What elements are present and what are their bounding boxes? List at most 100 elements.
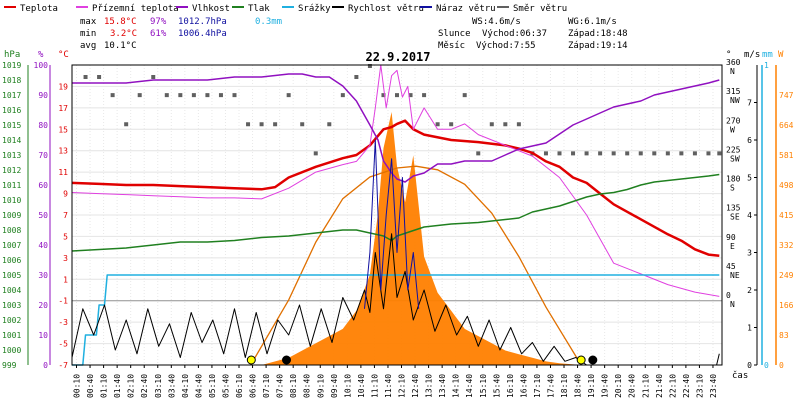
- temperature-tick-label: -1: [58, 297, 68, 306]
- direction-tick-label: N: [730, 300, 735, 309]
- series-line-wind: [71, 233, 720, 366]
- wind-tick-label: 6: [747, 136, 752, 145]
- wind-direction-point: [422, 93, 427, 98]
- moonrise-info: Východ:7:55: [476, 41, 536, 51]
- time-tick-label: 04:10: [181, 374, 190, 398]
- info-block: WS:4.6m/s WG:6.1m/s Slunce Východ:06:37 …: [438, 17, 628, 51]
- sunrise-info: Východ:06:37: [482, 29, 547, 39]
- moon-label: Měsíc: [438, 41, 465, 51]
- time-tick-label: 12:40: [411, 374, 420, 398]
- wind-tick-label: 0: [747, 361, 752, 370]
- pressure-tick-label: 1006: [2, 256, 21, 265]
- pressure-tick-label: 1017: [2, 91, 21, 100]
- time-tick-label: 00:10: [73, 374, 82, 398]
- series-line-wind: [364, 139, 420, 309]
- wind-direction-point: [598, 151, 603, 156]
- series-line-temp: [71, 64, 720, 297]
- solar-layer: [250, 112, 582, 366]
- sunrise-marker: [246, 355, 256, 365]
- solar-tick-label: 581: [779, 151, 794, 160]
- stat-max-rain: 0.3mm: [255, 17, 282, 27]
- solar-tick-label: 332: [779, 241, 794, 250]
- legend-label: Srážky: [298, 4, 331, 14]
- legend-label: Náraz větru: [436, 4, 496, 14]
- time-tick-label: 07:40: [276, 374, 285, 398]
- temperature-tick-label: -7: [58, 361, 68, 370]
- series-line-press: [71, 173, 720, 252]
- stat-min-temp: 3.2°C: [110, 29, 137, 39]
- solar-radiation-area: [261, 112, 582, 365]
- time-tick-label: 00:40: [86, 374, 95, 398]
- solar-tick-label: 747: [779, 91, 794, 100]
- wind-direction-point: [665, 151, 670, 156]
- direction-tick-degree: 225: [726, 145, 741, 154]
- wind-direction-point: [232, 93, 237, 98]
- time-tick-label: 02:10: [127, 374, 136, 398]
- time-tick-label: 02:40: [140, 374, 149, 398]
- humidity-tick-label: 40: [38, 241, 48, 250]
- unit-hum: %: [38, 50, 44, 60]
- humidity-tick-label: 100: [34, 61, 49, 70]
- wind-direction-point: [83, 75, 88, 80]
- wind-gust-info: WG:6.1m/s: [568, 17, 617, 27]
- temperature-tick-label: 19: [58, 82, 68, 91]
- legend: Teplota Přízemní teplota Vlhkost Tlak Srážky…: [4, 4, 567, 14]
- wind-direction-point: [340, 93, 345, 98]
- direction-tick-degree: 270: [726, 116, 741, 125]
- wind-direction-layer: [83, 64, 722, 156]
- legend-label: Tlak: [248, 4, 270, 14]
- humidity-tick-label: 80: [38, 121, 48, 130]
- time-tick-label: 17:10: [533, 374, 542, 398]
- direction-tick-degree: 360: [726, 58, 741, 67]
- legend-label: Rychlost větru: [348, 4, 424, 14]
- stat-avg-label: avg: [80, 41, 96, 51]
- sun-label: Slunce: [438, 29, 471, 39]
- wind-direction-point: [178, 93, 183, 98]
- solar-tick-label: 83: [779, 331, 789, 340]
- humidity-tick-label: 90: [38, 91, 48, 100]
- direction-tick-label: N: [730, 67, 735, 76]
- temperature-tick-label: 15: [58, 125, 68, 134]
- pressure-tick-label: 1004: [2, 286, 21, 295]
- wind-tick-label: 7: [747, 99, 752, 108]
- pressure-tick-label: 1018: [2, 76, 21, 85]
- time-tick-label: 13:40: [438, 374, 447, 398]
- wind-direction-point: [367, 64, 372, 68]
- pressure-tick-label: 1003: [2, 301, 21, 310]
- humidity-tick-label: 0: [43, 361, 48, 370]
- wind-direction-point: [611, 151, 616, 156]
- wind-tick-label: 5: [747, 174, 752, 183]
- axes-layer: 9991000100110021003100410051006100710081…: [2, 58, 794, 398]
- time-tick-label: 20:10: [614, 374, 623, 398]
- time-tick-label: 19:10: [587, 374, 596, 398]
- pressure-tick-label: 1002: [2, 316, 21, 325]
- legend-label: Přízemní teplota: [92, 4, 179, 14]
- wind-direction-point: [449, 122, 454, 127]
- wind-direction-point: [462, 93, 467, 98]
- direction-tick-degree: 90: [726, 233, 736, 242]
- time-tick-label: 05:40: [221, 374, 230, 398]
- legend-label: Vlhkost: [192, 4, 230, 14]
- series-layer: [71, 64, 720, 366]
- wind-direction-point: [191, 93, 196, 98]
- pressure-tick-label: 1013: [2, 151, 21, 160]
- pressure-tick-label: 1011: [2, 181, 21, 190]
- pressure-tick-label: 1019: [2, 61, 21, 70]
- time-tick-label: 16:10: [506, 374, 515, 398]
- pressure-tick-label: 1001: [2, 331, 21, 340]
- pressure-tick-label: 1008: [2, 226, 21, 235]
- wind-direction-point: [151, 75, 156, 80]
- temperature-tick-label: 9: [63, 190, 68, 199]
- wind-direction-point: [476, 151, 481, 156]
- direction-tick-label: SE: [730, 213, 740, 222]
- pressure-tick-label: 1005: [2, 271, 21, 280]
- humidity-tick-label: 70: [38, 151, 48, 160]
- wind-direction-point: [557, 151, 562, 156]
- wind-tick-label: 2: [747, 286, 752, 295]
- time-tick-label: 18:10: [560, 374, 569, 398]
- humidity-tick-label: 10: [38, 331, 48, 340]
- wind-direction-point: [205, 93, 210, 98]
- stat-min-label: min: [80, 29, 96, 39]
- time-tick-label: 14:10: [452, 374, 461, 398]
- direction-tick-label: S: [730, 184, 735, 193]
